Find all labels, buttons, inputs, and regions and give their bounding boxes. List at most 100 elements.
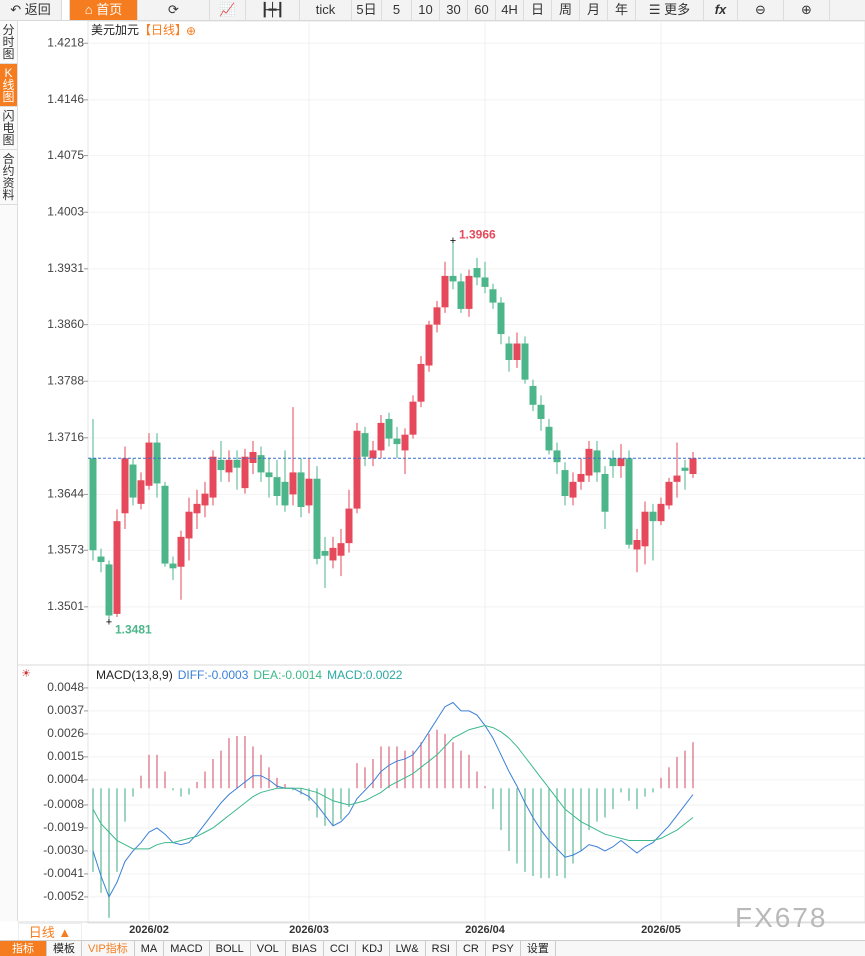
candle-body [105,564,113,616]
refresh-button[interactable]: ⟳ [138,0,210,20]
zoom-in[interactable]: ⊕ [784,0,830,20]
indicator-tab[interactable]: LW& [390,941,426,956]
y-tick-label: -0.0052 [43,889,84,903]
legend-entry: MACD:0.0022 [327,668,403,682]
candle-body [569,481,577,498]
candle-body [265,472,273,478]
back-label[interactable]: 返回 [24,2,51,17]
side-tab[interactable]: 分时图 [0,21,17,64]
indicator-tab[interactable]: VOL [251,941,286,956]
indicator-tab[interactable]: VIP指标 [82,941,135,956]
candle-body [233,459,241,468]
candle-body [657,503,665,522]
candle-button[interactable]: ┠┿┨ [246,0,300,20]
candle-body [409,401,417,435]
candle-body [297,472,305,508]
candle-body [161,485,169,564]
candle-body [353,430,361,509]
more-button[interactable]: ☰ 更多 [636,0,704,20]
indicator-tab[interactable]: CR [457,941,486,956]
candle-body [257,455,265,473]
candle-body [273,477,281,496]
candle-body [625,458,633,545]
side-tab[interactable]: K线图 [0,64,17,107]
candle-body [193,503,201,514]
y-tick-label: 0.0026 [47,726,84,740]
period-button[interactable]: 日线 ▲ [18,923,82,942]
candle-body [113,521,121,614]
y-tick-label: 1.4218 [47,35,84,49]
y-tick-label: 0.0004 [47,772,84,786]
candle-body [545,426,553,451]
side-tabs: 分时图 K线图 闪电图 合约资料 [0,21,18,921]
candle-body [185,511,193,539]
candle-body [145,442,153,486]
indicator-tab[interactable]: BOLL [210,941,251,956]
extreme-label: 1.3481 [115,623,152,637]
candle-body [89,458,97,551]
macd-line [92,725,694,850]
side-tab[interactable]: 合约资料 [0,150,17,205]
y-tick-label: 0.0048 [47,680,84,694]
candle-body [601,473,609,512]
candle-body [153,442,161,484]
x-tick-label: 2026/04 [465,924,506,936]
chart-type-button[interactable]: 📈 [210,0,246,20]
candle-body [209,456,217,498]
legend-entry: DIFF:-0.0003 [178,668,249,682]
side-tab[interactable]: 闪电图 [0,107,17,150]
y-tick-label: 0.0015 [47,749,84,763]
candle-body [225,459,233,473]
y-tick-label: 1.3860 [47,317,84,331]
candle-body [513,343,521,361]
macd-line [92,701,694,899]
candle-body [465,275,473,309]
candle-body [529,385,537,405]
back-button[interactable]: ↶ 返回 [0,0,62,20]
candle-body [417,363,425,402]
candle-body [537,404,545,419]
toolbar: ↶ 返回 ⌂ 首页 ⟳ 📈 ┠┿┨ tick 5日51030604H日周月年 ☰… [0,0,865,21]
y-tick-label: 1.4003 [47,204,84,218]
candle-body [673,475,681,482]
candle-body [521,343,529,380]
fx-button[interactable]: fx [704,0,738,20]
candle-body [593,450,601,473]
more-label[interactable]: 更多 [664,2,691,17]
y-tick-label: 1.3716 [47,430,84,444]
indicator-tab[interactable]: 设置 [521,941,556,956]
indicator-tab[interactable]: CCI [324,941,356,956]
y-tick-label: -0.0008 [43,797,84,811]
indicator-tab[interactable]: 模板 [47,941,82,956]
indicator-tab[interactable]: PSY [486,941,521,956]
candle-body [305,478,313,506]
extreme-marker: + [450,235,456,247]
y-tick-label: 0.0037 [47,703,84,717]
home-button[interactable]: ⌂ 首页 [70,0,138,20]
spacer [62,0,70,20]
indicator-tab[interactable]: KDJ [356,941,390,956]
candle-body [473,268,481,278]
y-tick-label: 1.4146 [47,92,84,106]
extreme-marker: + [106,616,112,628]
candle-body [585,448,593,476]
x-tick-label: 2026/05 [641,924,681,936]
candle-body [481,277,489,287]
indicator-tab[interactable]: 指标 [0,941,47,956]
y-tick-label: 1.3501 [47,599,84,613]
zoom-out[interactable]: ⊖ [738,0,784,20]
tick-button[interactable]: tick [300,0,352,20]
candle-body [393,438,401,445]
indicator-tab[interactable]: BIAS [286,941,324,956]
indicator-tab[interactable]: RSI [426,941,457,956]
watermark: FX678 [735,902,828,933]
candle-body [401,434,409,451]
y-tick-label: -0.0030 [43,843,84,857]
home-label[interactable]: 首页 [96,2,123,17]
y-tick-label: -0.0041 [43,866,84,880]
indicator-tab[interactable]: MACD [164,941,210,956]
candle-body [505,343,513,361]
indicator-tab[interactable]: MA [135,941,165,956]
y-tick-label: 1.4075 [47,148,84,162]
